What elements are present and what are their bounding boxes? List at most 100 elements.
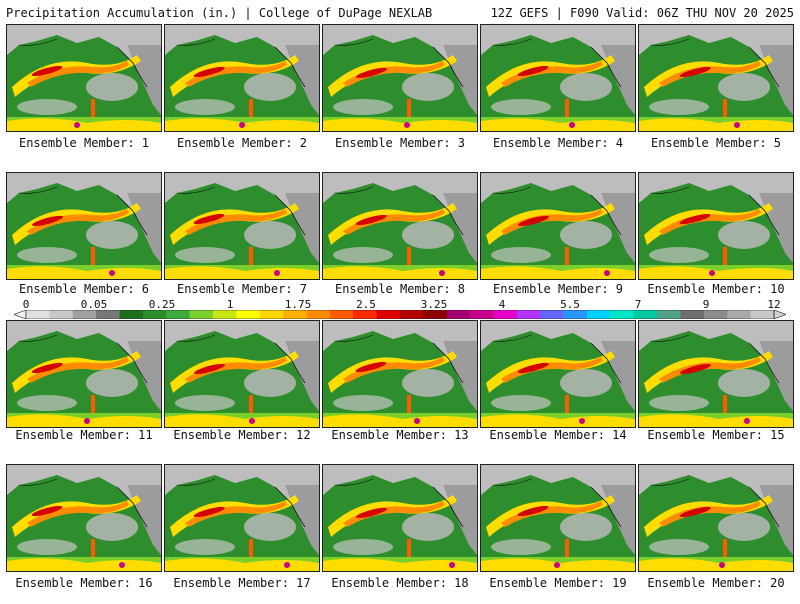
colorbar-swatch	[516, 310, 541, 319]
precip-map	[164, 464, 320, 572]
precip-map	[322, 172, 478, 280]
colorbar-border	[25, 310, 775, 319]
header: Precipitation Accumulation (in.) | Colle…	[0, 0, 800, 22]
colorbar-tick-label: 0.25	[148, 298, 176, 311]
ensemble-member-label: Ensemble Member: 17	[173, 576, 311, 590]
colorbar-swatch	[680, 310, 705, 319]
colorbar-tick-label: 0.05	[80, 298, 108, 311]
precip-map	[638, 24, 794, 132]
ensemble-member-label: Ensemble Member: 13	[331, 428, 469, 442]
colorbar-swatch	[96, 310, 120, 319]
precip-colorbar: 0 0.05 0.25 1 1.75 2.5 3.25 4 5.5 7 9 12	[14, 298, 786, 320]
ensemble-member-label: Ensemble Member: 12	[173, 428, 311, 442]
colorbar-tick-label: 2.5	[356, 298, 376, 311]
colorbar-swatch	[166, 310, 190, 319]
precip-map	[164, 172, 320, 280]
colorbar-tick-label: 4	[498, 298, 506, 311]
precip-map	[638, 172, 794, 280]
colorbar-swatch	[587, 310, 611, 319]
colorbar-swatch	[306, 310, 331, 319]
colorbar-tick-label: 7	[634, 298, 642, 311]
colorbar-min-arrow	[14, 310, 27, 319]
map-title: Precipitation Accumulation (in.) | Colle…	[6, 6, 433, 20]
colorbar-swatch	[610, 310, 635, 319]
colorbar-swatch	[540, 310, 564, 319]
precip-map	[6, 24, 162, 132]
ensemble-member-label: Ensemble Member: 11	[15, 428, 153, 442]
ensemble-member-label: Ensemble Member: 5	[650, 136, 782, 150]
ensemble-member-label: Ensemble Member: 10	[647, 282, 785, 296]
colorbar-swatch	[563, 310, 588, 319]
colorbar-swatch	[329, 310, 354, 319]
precip-map	[6, 172, 162, 280]
colorbar-swatch	[727, 310, 751, 319]
ensemble-member-panel: Ensemble Member: 12	[164, 320, 320, 460]
ensemble-member-panel: Ensemble Member: 17	[164, 464, 320, 604]
ensemble-member-label: Ensemble Member: 18	[331, 576, 469, 590]
ensemble-member-panel: Ensemble Member: 8	[322, 172, 478, 312]
ensemble-member-label: Ensemble Member: 9	[492, 282, 624, 296]
colorbar-max-arrow	[773, 310, 786, 319]
colorbar-tick-label: 9	[702, 298, 710, 311]
colorbar-swatch	[72, 310, 97, 319]
run-valid-time: 12Z GEFS | F090 Valid: 06Z THU NOV 20 20…	[490, 6, 794, 20]
ensemble-member-panel: Ensemble Member: 19	[480, 464, 636, 604]
colorbar-tick-label: 1.75	[284, 298, 312, 311]
ensemble-member-label: Ensemble Member: 14	[489, 428, 627, 442]
colorbar-tick-labels: 0 0.05 0.25 1 1.75 2.5 3.25 4 5.5 7 9 12	[22, 298, 781, 311]
ensemble-member-panel: Ensemble Member: 13	[322, 320, 478, 460]
ensemble-member-label: Ensemble Member: 6	[18, 282, 150, 296]
colorbar-swatch	[119, 310, 144, 319]
colorbar-tick-label: 5.5	[560, 298, 580, 311]
ensemble-member-panel: Ensemble Member: 9	[480, 172, 636, 312]
precip-map	[6, 320, 162, 428]
colorbar-swatch	[703, 310, 728, 319]
ensemble-member-panel: Ensemble Member: 1	[6, 24, 162, 164]
colorbar-swatch	[213, 310, 237, 319]
colorbar-swatch	[26, 310, 50, 319]
precip-map	[480, 464, 636, 572]
precip-map	[480, 320, 636, 428]
precip-map	[164, 24, 320, 132]
colorbar-swatch	[423, 310, 448, 319]
precip-map	[322, 320, 478, 428]
ensemble-member-label: Ensemble Member: 16	[15, 576, 153, 590]
colorbar-swatch	[493, 310, 518, 319]
ensemble-member-panel: Ensemble Member: 20	[638, 464, 794, 604]
colorbar-swatch	[189, 310, 214, 319]
ensemble-member-panel: Ensemble Member: 6	[6, 172, 162, 312]
precip-map	[480, 24, 636, 132]
precip-map	[322, 464, 478, 572]
ensemble-member-label: Ensemble Member: 15	[647, 428, 785, 442]
colorbar-tick-label: 3.25	[420, 298, 448, 311]
ensemble-member-panel: Ensemble Member: 10	[638, 172, 794, 312]
colorbar-swatch	[236, 310, 261, 319]
precip-map	[164, 320, 320, 428]
precip-map	[322, 24, 478, 132]
precip-map	[638, 320, 794, 428]
precip-map	[480, 172, 636, 280]
ensemble-member-panel: Ensemble Member: 2	[164, 24, 320, 164]
colorbar-swatch	[446, 310, 471, 319]
ensemble-member-panel: Ensemble Member: 3	[322, 24, 478, 164]
ensemble-member-panel: Ensemble Member: 16	[6, 464, 162, 604]
ensemble-member-label: Ensemble Member: 1	[18, 136, 150, 150]
ensemble-member-label: Ensemble Member: 19	[489, 576, 627, 590]
ensemble-member-panel: Ensemble Member: 15	[638, 320, 794, 460]
ensemble-member-panel: Ensemble Member: 11	[6, 320, 162, 460]
ensemble-member-label: Ensemble Member: 20	[647, 576, 785, 590]
colorbar-swatch	[470, 310, 494, 319]
colorbar-swatch	[750, 310, 775, 319]
colorbar-tick-label: 12	[767, 298, 781, 311]
colorbar-swatch	[657, 310, 681, 319]
colorbar-scale	[14, 310, 786, 319]
colorbar-swatch	[142, 310, 167, 319]
colorbar-tick-label: 0	[22, 298, 30, 311]
colorbar-swatch	[353, 310, 377, 319]
colorbar-swatch	[283, 310, 307, 319]
ensemble-member-panel: Ensemble Member: 4	[480, 24, 636, 164]
ensemble-member-label: Ensemble Member: 8	[334, 282, 466, 296]
colorbar-swatch	[400, 310, 424, 319]
ensemble-member-panel: Ensemble Member: 5	[638, 24, 794, 164]
ensemble-member-panel: Ensemble Member: 7	[164, 172, 320, 312]
